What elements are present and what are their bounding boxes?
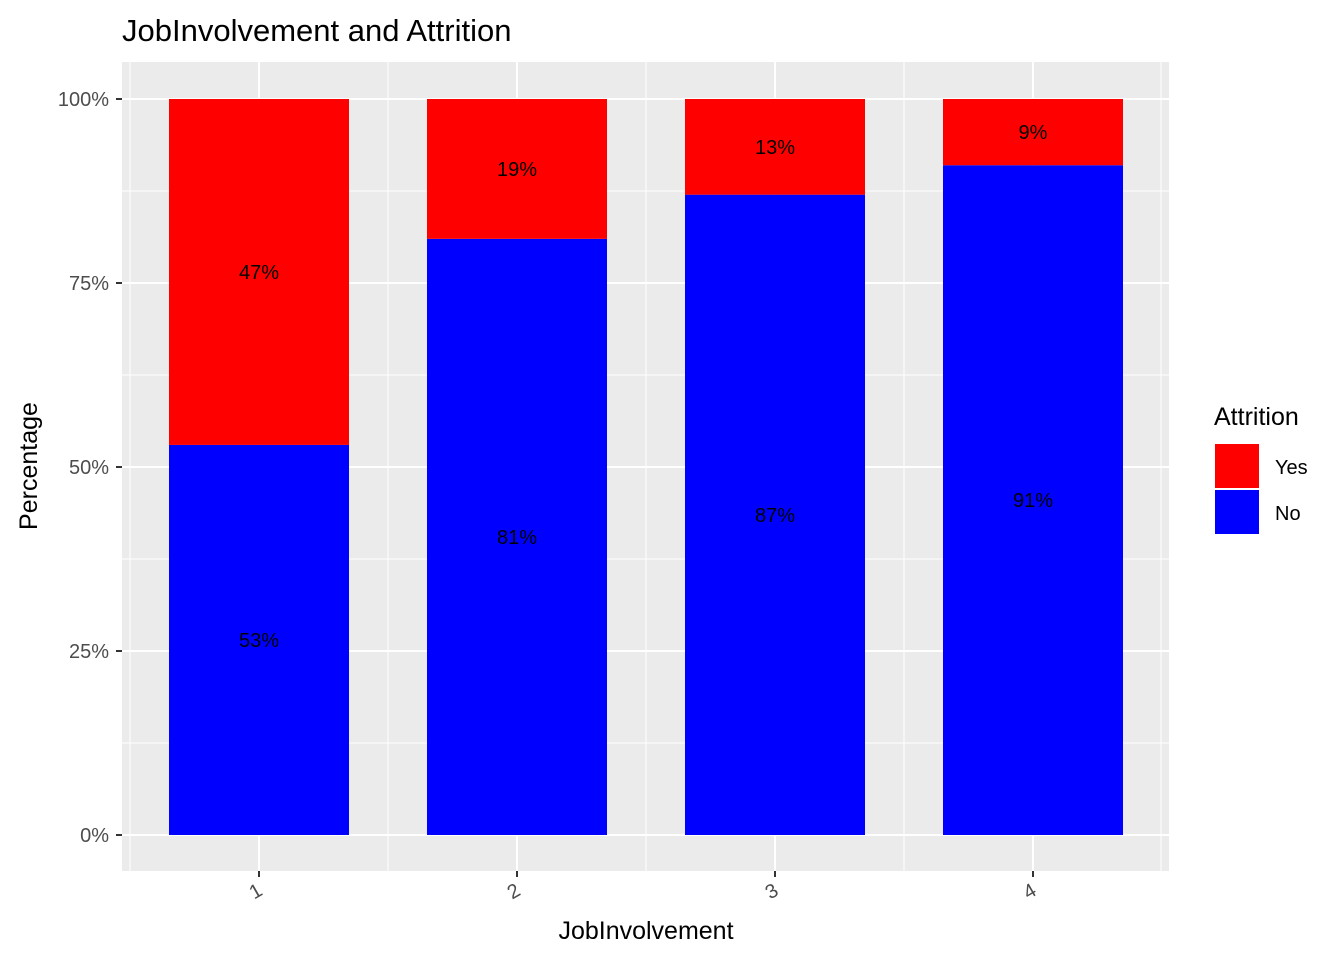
y-tick-label: 100% — [58, 89, 109, 111]
legend-label-no: No — [1275, 503, 1301, 525]
x-axis: 1 2 3 4 — [246, 871, 1041, 904]
bar-label-yes-2: 19% — [497, 159, 537, 181]
bar-yes-2 — [427, 99, 607, 239]
bar-label-yes-1: 47% — [239, 262, 279, 284]
bar-yes-3 — [685, 99, 865, 195]
bar-labels: 53% 47% 81% 19% 87% 13% 91% 9% — [239, 122, 1053, 652]
bar-yes-1 — [169, 99, 349, 445]
y-tick-label: 50% — [69, 457, 109, 479]
bar-no-2 — [427, 238, 607, 836]
bar-no-1 — [169, 444, 349, 835]
bar-label-no-3: 87% — [755, 505, 795, 527]
x-axis-title: JobInvolvement — [558, 917, 733, 945]
bars — [169, 99, 1123, 836]
bar-yes-4 — [943, 99, 1123, 166]
y-axis-title: Percentage — [15, 402, 43, 530]
bar-label-yes-3: 13% — [755, 137, 795, 159]
bar-label-yes-4: 9% — [1019, 122, 1048, 144]
bar-label-no-2: 81% — [497, 527, 537, 549]
y-tick-label: 75% — [69, 273, 109, 295]
chart-title: JobInvolvement and Attrition — [122, 13, 511, 48]
x-tick-label: 4 — [1020, 879, 1041, 904]
legend-key-no — [1215, 490, 1259, 534]
y-axis: 0% 25% 50% 75% 100% — [58, 89, 122, 847]
bar-label-no-1: 53% — [239, 630, 279, 652]
x-tick-label: 2 — [504, 879, 525, 904]
bar-no-3 — [685, 194, 865, 835]
x-tick-label: 3 — [762, 879, 783, 904]
bar-label-no-4: 91% — [1013, 490, 1053, 512]
legend-label-yes: Yes — [1275, 457, 1308, 479]
bar-no-4 — [943, 165, 1123, 836]
legend-key-yes — [1215, 444, 1259, 488]
y-tick-label: 0% — [80, 825, 109, 847]
legend: Attrition Yes No — [1214, 403, 1308, 534]
legend-title: Attrition — [1214, 403, 1299, 431]
y-tick-label: 25% — [69, 641, 109, 663]
x-tick-label: 1 — [246, 879, 267, 904]
